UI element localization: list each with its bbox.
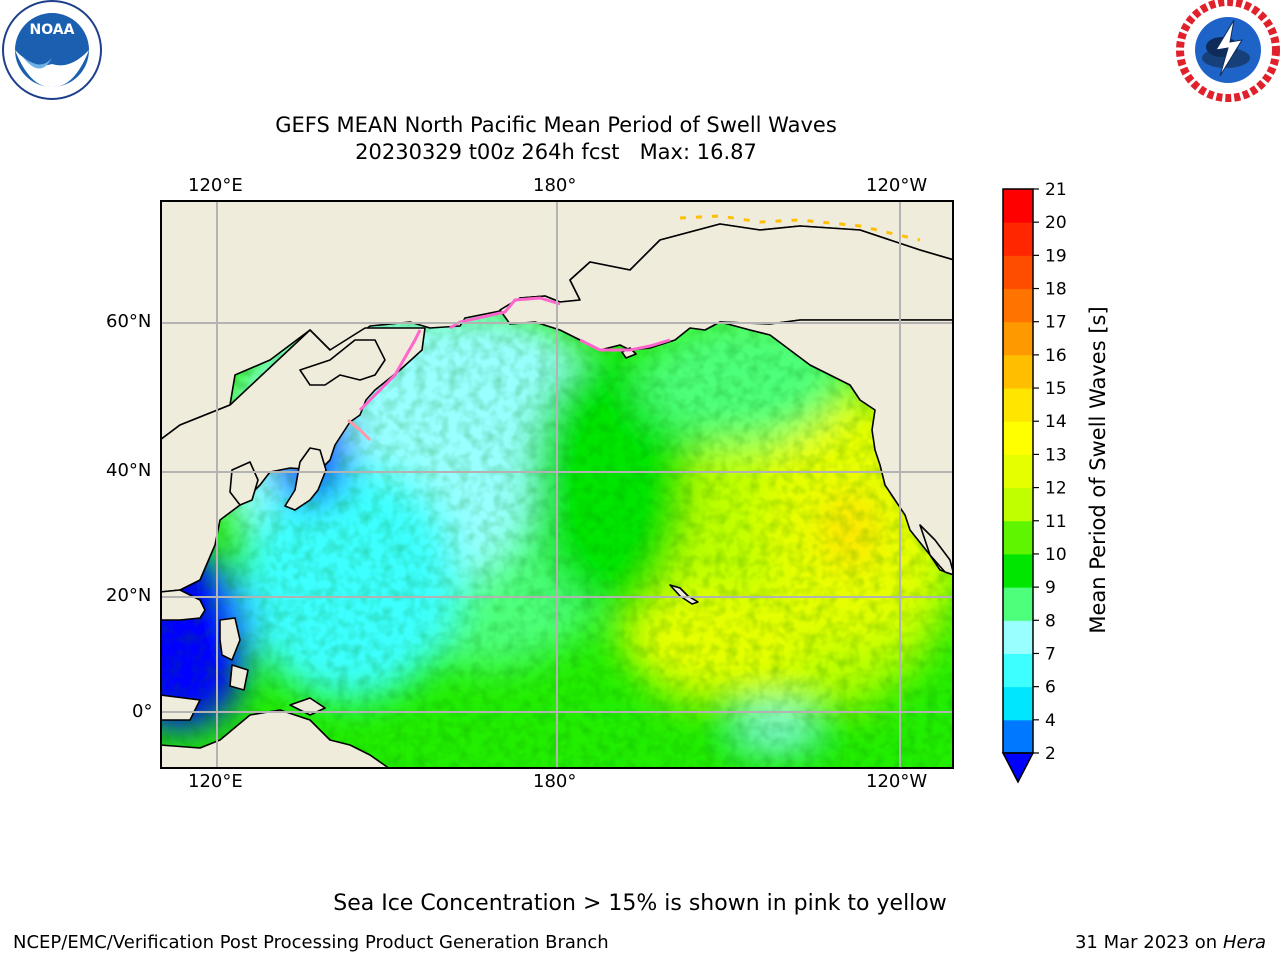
colorbar-segment xyxy=(1003,255,1033,290)
colorbar-segment xyxy=(1003,620,1033,654)
colorbar-tick-label: 17 xyxy=(1045,313,1067,333)
colorbar-tick-label: 9 xyxy=(1045,578,1056,598)
swell-period-map xyxy=(160,200,954,769)
colorbar-tick-label: 20 xyxy=(1045,213,1067,233)
colorbar-frame xyxy=(1002,188,1034,754)
colorbar-tick-label: 7 xyxy=(1045,644,1056,664)
lat-tick-0: 0° xyxy=(132,701,153,722)
colorbar-segment xyxy=(1003,354,1033,389)
colorbar-tick-label: 18 xyxy=(1045,280,1067,300)
colorbar-tick-label: 13 xyxy=(1045,445,1067,465)
colorbar-segment xyxy=(1003,288,1033,323)
lat-tick-20n: 20°N xyxy=(106,585,152,606)
colorbar-tick-label: 8 xyxy=(1045,611,1056,631)
colorbar-tick-label: 10 xyxy=(1045,545,1067,565)
lon-tick-bottom-120e: 120°E xyxy=(188,771,243,792)
colorbar-segment xyxy=(1003,487,1033,522)
colorbar-tick-label: 2 xyxy=(1045,744,1056,764)
colorbar-tick-label: 21 xyxy=(1045,180,1067,200)
footer-left: NCEP/EMC/Verification Post Processing Pr… xyxy=(13,932,609,953)
colorbar-tick-label: 11 xyxy=(1045,512,1067,532)
colorbar-tick-label: 14 xyxy=(1045,412,1067,432)
noaa-logo: NOAA xyxy=(0,0,104,104)
colorbar-extend-triangle xyxy=(1001,752,1035,784)
map-title: GEFS MEAN North Pacific Mean Period of S… xyxy=(275,113,837,137)
sea-ice-note: Sea Ice Concentration > 15% is shown in … xyxy=(333,891,947,916)
lon-tick-bottom-120w: 120°W xyxy=(866,771,928,792)
graticule xyxy=(160,200,954,769)
noaa-logo-text: NOAA xyxy=(30,22,75,38)
colorbar-segment xyxy=(1003,719,1033,754)
colorbar-tick-label: 16 xyxy=(1045,346,1067,366)
colorbar-segment xyxy=(1003,189,1033,223)
colorbar: 2 4 6 7 8 9 10 11 12 13 14 15 16 17 18 19 20 21 xyxy=(1001,180,1067,784)
footer-right: 31 Mar 2023 on Hera xyxy=(1075,932,1266,954)
colorbar-segment xyxy=(1003,454,1033,489)
lon-tick-top-180: 180° xyxy=(533,175,577,196)
colorbar-segment xyxy=(1003,321,1033,356)
lat-tick-60n: 60°N xyxy=(106,311,152,332)
lon-tick-top-120e: 120°E xyxy=(188,175,243,196)
lon-tick-bottom-180: 180° xyxy=(533,771,577,792)
colorbar-label: Mean Period of Swell Waves [s] xyxy=(1086,306,1110,634)
colorbar-segment xyxy=(1003,587,1033,621)
colorbar-segment xyxy=(1003,686,1033,721)
colorbar-tick-label: 4 xyxy=(1045,711,1056,731)
colorbar-segment xyxy=(1003,388,1033,422)
colorbar-segment xyxy=(1003,553,1033,588)
footer-date: 31 Mar 2023 on xyxy=(1074,932,1218,953)
lon-tick-top-120w: 120°W xyxy=(866,175,928,196)
footer-host: Hera xyxy=(1222,932,1266,953)
colorbar-tick-label: 15 xyxy=(1045,379,1067,399)
lat-tick-40n: 40°N xyxy=(106,460,152,481)
nws-logo xyxy=(1176,0,1280,104)
colorbar-segment xyxy=(1003,222,1033,256)
colorbar-segment xyxy=(1003,520,1033,555)
colorbar-segment xyxy=(1003,421,1033,455)
map-frame xyxy=(160,200,954,769)
colorbar-tick-label: 19 xyxy=(1045,246,1067,266)
map-subtitle: 20230329 t00z 264h fcst Max: 16.87 xyxy=(355,140,757,164)
colorbar-tick-label: 6 xyxy=(1045,678,1056,698)
colorbar-tick-label: 12 xyxy=(1045,479,1067,499)
colorbar-segment xyxy=(1003,653,1033,688)
